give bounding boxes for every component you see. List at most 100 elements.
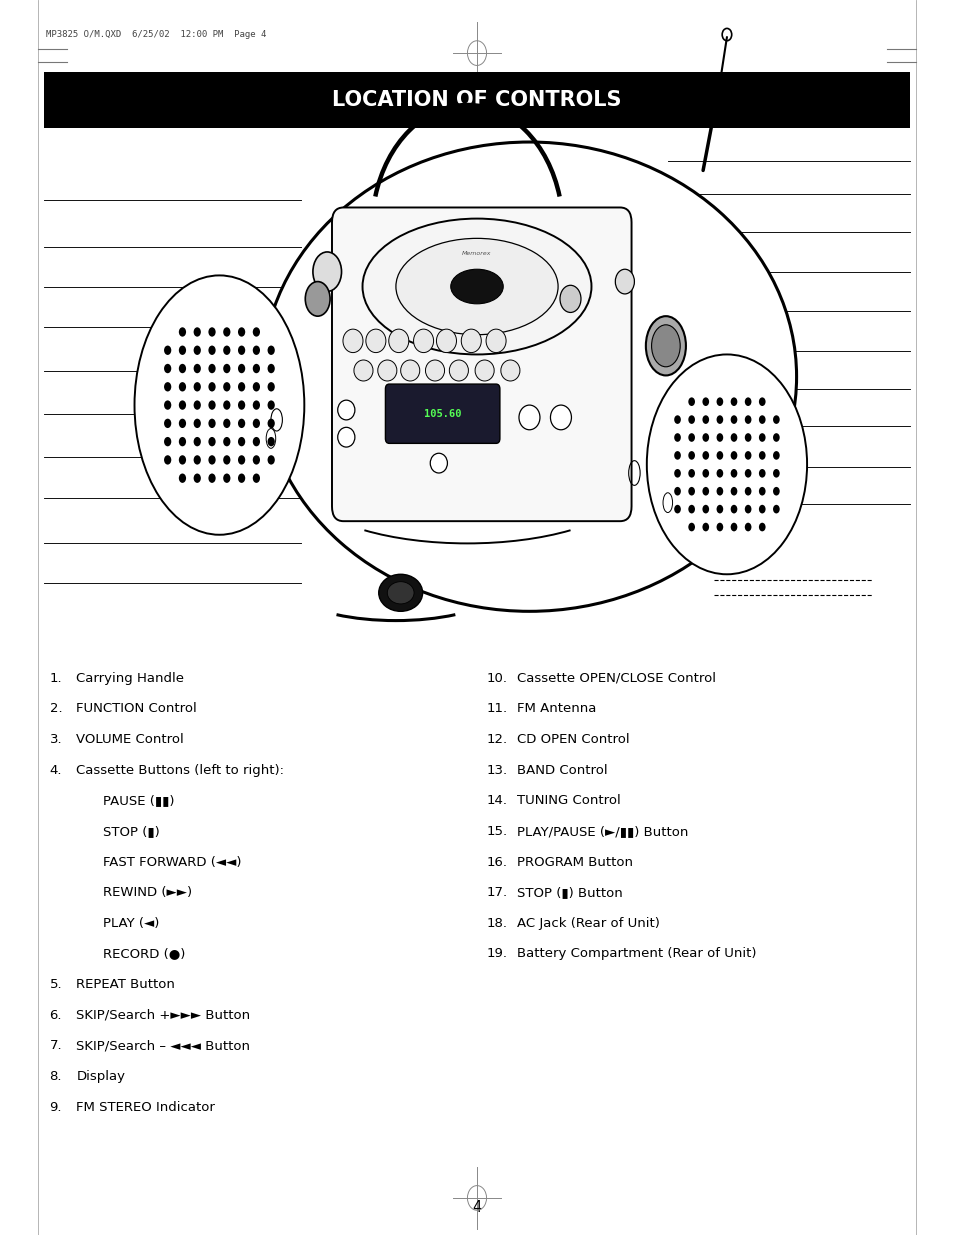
Circle shape <box>253 346 260 354</box>
Circle shape <box>164 419 172 429</box>
Circle shape <box>164 400 172 410</box>
Circle shape <box>164 364 172 373</box>
Circle shape <box>208 382 215 391</box>
Text: 6.: 6. <box>50 1009 62 1021</box>
Circle shape <box>759 415 765 424</box>
Circle shape <box>267 456 274 464</box>
Ellipse shape <box>500 361 519 380</box>
Circle shape <box>267 419 274 429</box>
Text: 105.60: 105.60 <box>423 409 461 419</box>
Circle shape <box>237 346 245 354</box>
Circle shape <box>237 456 245 464</box>
Circle shape <box>701 398 708 406</box>
Circle shape <box>744 415 751 424</box>
Circle shape <box>701 505 708 514</box>
Text: 17.: 17. <box>486 887 507 899</box>
Circle shape <box>701 469 708 478</box>
Ellipse shape <box>378 574 422 611</box>
Circle shape <box>267 346 274 354</box>
Circle shape <box>730 415 737 424</box>
Circle shape <box>716 433 722 442</box>
Ellipse shape <box>365 330 385 353</box>
Circle shape <box>730 433 737 442</box>
Text: Display: Display <box>76 1070 125 1083</box>
Circle shape <box>744 505 751 514</box>
Circle shape <box>759 487 765 495</box>
Circle shape <box>223 400 231 410</box>
Circle shape <box>164 346 172 354</box>
Text: RECORD (●): RECORD (●) <box>103 947 185 961</box>
Circle shape <box>178 364 186 373</box>
Circle shape <box>193 327 201 337</box>
Ellipse shape <box>414 330 433 353</box>
Ellipse shape <box>559 285 580 312</box>
Circle shape <box>208 346 215 354</box>
Circle shape <box>193 364 201 373</box>
Ellipse shape <box>262 142 796 611</box>
Text: REWIND (►►): REWIND (►►) <box>103 887 192 899</box>
Circle shape <box>716 522 722 531</box>
Circle shape <box>267 364 274 373</box>
Circle shape <box>253 437 260 446</box>
Circle shape <box>701 451 708 459</box>
Ellipse shape <box>430 453 447 473</box>
Circle shape <box>223 456 231 464</box>
Circle shape <box>223 327 231 337</box>
Ellipse shape <box>615 269 634 294</box>
Ellipse shape <box>362 219 591 354</box>
Circle shape <box>193 456 201 464</box>
Text: 10.: 10. <box>486 672 507 685</box>
Circle shape <box>208 419 215 429</box>
Circle shape <box>267 437 274 446</box>
Circle shape <box>223 419 231 429</box>
Circle shape <box>674 415 680 424</box>
Text: 7.: 7. <box>50 1040 62 1052</box>
Circle shape <box>730 451 737 459</box>
Text: 19.: 19. <box>486 947 507 961</box>
Circle shape <box>759 469 765 478</box>
Circle shape <box>759 398 765 406</box>
Circle shape <box>253 456 260 464</box>
Text: 9.: 9. <box>50 1100 62 1114</box>
Text: Carrying Handle: Carrying Handle <box>76 672 184 685</box>
Circle shape <box>716 487 722 495</box>
Text: VOLUME Control: VOLUME Control <box>76 734 184 746</box>
Ellipse shape <box>449 361 468 380</box>
Circle shape <box>178 346 186 354</box>
Text: 5.: 5. <box>50 978 62 992</box>
Circle shape <box>237 327 245 337</box>
Circle shape <box>267 382 274 391</box>
Text: LOCATION OF CONTROLS: LOCATION OF CONTROLS <box>332 90 621 110</box>
Circle shape <box>208 400 215 410</box>
Circle shape <box>223 364 231 373</box>
Circle shape <box>193 437 201 446</box>
Circle shape <box>716 398 722 406</box>
Text: STOP (▮): STOP (▮) <box>103 825 159 839</box>
Text: AC Jack (Rear of Unit): AC Jack (Rear of Unit) <box>517 916 659 930</box>
Ellipse shape <box>486 330 505 353</box>
Circle shape <box>744 487 751 495</box>
Circle shape <box>730 469 737 478</box>
Circle shape <box>730 522 737 531</box>
Circle shape <box>687 522 694 531</box>
Circle shape <box>223 346 231 354</box>
Circle shape <box>253 473 260 483</box>
Circle shape <box>178 327 186 337</box>
Ellipse shape <box>388 330 408 353</box>
Text: 8.: 8. <box>50 1070 62 1083</box>
Circle shape <box>164 382 172 391</box>
Text: 4.: 4. <box>50 763 62 777</box>
Circle shape <box>674 505 680 514</box>
Circle shape <box>178 400 186 410</box>
Ellipse shape <box>343 330 362 353</box>
Circle shape <box>208 437 215 446</box>
Circle shape <box>716 505 722 514</box>
Text: FM Antenna: FM Antenna <box>517 703 596 715</box>
Circle shape <box>772 469 779 478</box>
Circle shape <box>759 522 765 531</box>
Circle shape <box>208 473 215 483</box>
Circle shape <box>208 327 215 337</box>
Circle shape <box>701 433 708 442</box>
Ellipse shape <box>313 252 341 291</box>
Text: FAST FORWARD (◄◄): FAST FORWARD (◄◄) <box>103 856 241 868</box>
